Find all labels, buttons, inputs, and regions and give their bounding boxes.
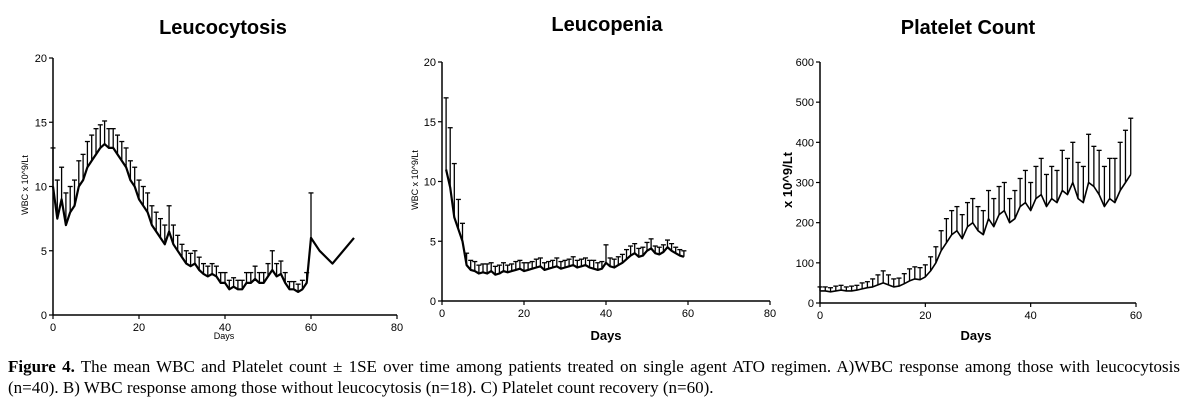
y-tick-label: 10 bbox=[424, 177, 436, 189]
x-tick-label: 80 bbox=[391, 322, 403, 334]
y-tick-label: 200 bbox=[796, 218, 814, 230]
y-tick-label: 15 bbox=[424, 117, 436, 129]
y-tick-label: 100 bbox=[796, 258, 814, 270]
x-tick-label: 60 bbox=[305, 322, 317, 334]
x-tick-label: 20 bbox=[518, 308, 530, 320]
x-tick-label: 0 bbox=[50, 322, 56, 334]
y-axis-label: WBC x 10^9/Lt bbox=[20, 155, 30, 215]
x-tick-label: 80 bbox=[764, 308, 776, 320]
y-tick-label: 0 bbox=[430, 296, 436, 308]
x-tick-label: 40 bbox=[600, 308, 612, 320]
y-tick-label: 20 bbox=[424, 57, 436, 69]
x-tick-label: 40 bbox=[219, 322, 231, 334]
x-tick-label: 40 bbox=[1025, 310, 1037, 322]
y-tick-label: 0 bbox=[41, 310, 47, 322]
x-tick-label: 0 bbox=[817, 310, 823, 322]
caption-text: The mean WBC and Platelet count ± 1SE ov… bbox=[8, 357, 1181, 397]
series-line bbox=[445, 169, 685, 276]
x-tick-label: 20 bbox=[133, 322, 145, 334]
chart-title: Leucocytosis bbox=[159, 17, 287, 39]
y-tick-label: 20 bbox=[35, 53, 47, 65]
y-axis-label: x 10^9/Lt bbox=[780, 151, 795, 208]
x-axis-label: Days bbox=[590, 328, 621, 343]
y-tick-label: 0 bbox=[808, 298, 814, 310]
y-tick-label: 400 bbox=[796, 137, 814, 149]
x-tick-label: 0 bbox=[439, 308, 445, 320]
chart-title: Leucopenia bbox=[551, 14, 663, 36]
x-axis-label: Days bbox=[214, 331, 235, 341]
series-line bbox=[51, 143, 355, 293]
x-axis-label: Days bbox=[960, 328, 991, 343]
y-tick-label: 300 bbox=[796, 178, 814, 190]
x-tick-label: 20 bbox=[919, 310, 931, 322]
figure-caption: Figure 4. The mean WBC and Platelet coun… bbox=[8, 356, 1180, 398]
panel-leucopenia: Leucopenia WBC x 10^9/Lt Days 0 5 10 15 20 0 2… bbox=[410, 14, 776, 343]
series-line bbox=[820, 174, 1132, 293]
y-tick-label: 600 bbox=[796, 57, 814, 69]
y-tick-label: 500 bbox=[796, 97, 814, 109]
y-tick-label: 5 bbox=[41, 246, 47, 258]
chart-title: Platelet Count bbox=[901, 17, 1036, 39]
y-tick-label: 5 bbox=[430, 236, 436, 248]
panel-leucocytosis: Leucocytosis WBC x 10^9/Lt Days 0 5 10 15 20… bbox=[20, 17, 403, 341]
x-tick-label: 60 bbox=[682, 308, 694, 320]
y-tick-label: 10 bbox=[35, 182, 47, 194]
x-tick-label: 60 bbox=[1130, 310, 1142, 322]
y-tick-label: 15 bbox=[35, 117, 47, 129]
panel-platelet-count: Platelet Count x 10^9/Lt Days 0100200300… bbox=[780, 17, 1142, 343]
y-axis-label: WBC x 10^9/Lt bbox=[410, 150, 420, 210]
caption-label: Figure 4. bbox=[8, 357, 75, 376]
